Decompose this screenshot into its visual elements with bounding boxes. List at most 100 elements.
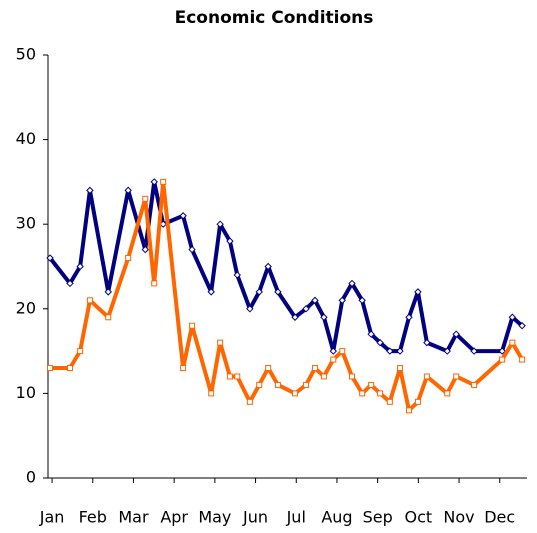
marker xyxy=(349,373,356,380)
x-tick-label: Mar xyxy=(118,508,149,527)
marker xyxy=(160,178,167,185)
marker xyxy=(124,186,132,195)
marker xyxy=(233,271,241,279)
marker xyxy=(367,330,375,338)
marker xyxy=(86,297,93,304)
marker xyxy=(142,195,149,202)
marker xyxy=(255,288,263,296)
marker xyxy=(348,279,356,288)
marker xyxy=(291,313,299,321)
marker xyxy=(339,348,346,355)
marker xyxy=(265,365,272,372)
marker xyxy=(105,314,112,321)
marker xyxy=(509,339,516,346)
marker xyxy=(377,390,384,397)
x-tick-label: Oct xyxy=(405,508,433,527)
marker xyxy=(518,322,526,330)
marker xyxy=(303,381,310,388)
marker xyxy=(376,338,384,347)
x-tick-label: Nov xyxy=(443,508,474,527)
y-tick-label: 40 xyxy=(16,129,36,148)
marker xyxy=(246,398,253,405)
x-tick-label: Sep xyxy=(363,508,393,527)
marker xyxy=(180,365,187,372)
marker xyxy=(311,296,319,305)
marker xyxy=(386,398,393,405)
marker xyxy=(104,288,112,296)
marker xyxy=(423,373,430,380)
marker xyxy=(86,186,94,195)
marker xyxy=(226,237,234,245)
marker xyxy=(246,305,254,313)
line xyxy=(50,179,524,413)
y-tick-label: 20 xyxy=(16,298,36,317)
marker xyxy=(274,381,281,388)
marker xyxy=(444,390,451,397)
marker xyxy=(329,347,337,355)
marker xyxy=(77,348,84,355)
marker xyxy=(386,347,394,355)
marker xyxy=(414,398,421,405)
marker xyxy=(274,288,282,296)
marker xyxy=(47,365,54,372)
x-tick-label: Apr xyxy=(160,508,188,527)
marker xyxy=(76,262,84,271)
marker xyxy=(470,347,478,355)
x-tick-label: May xyxy=(198,508,231,527)
marker xyxy=(151,280,158,287)
marker xyxy=(397,365,404,372)
marker xyxy=(330,356,337,363)
marker xyxy=(208,390,215,397)
marker xyxy=(226,373,233,380)
marker xyxy=(256,381,263,388)
marker xyxy=(320,313,328,321)
y-tick-label: 50 xyxy=(16,45,36,64)
marker xyxy=(499,356,506,363)
marker xyxy=(405,407,412,414)
marker xyxy=(311,365,318,372)
marker xyxy=(216,220,224,228)
marker xyxy=(66,279,74,288)
marker xyxy=(207,288,215,296)
marker xyxy=(471,381,478,388)
marker xyxy=(46,254,54,262)
marker xyxy=(179,212,187,220)
x-tick-label: Jan xyxy=(39,508,65,527)
x-tick-label: Dec xyxy=(484,508,515,527)
marker xyxy=(396,347,404,355)
marker xyxy=(217,339,224,346)
marker xyxy=(359,390,366,397)
marker xyxy=(189,322,196,329)
x-tick-label: Feb xyxy=(79,508,107,527)
marker xyxy=(292,390,299,397)
marker xyxy=(508,313,517,321)
marker xyxy=(405,313,413,321)
marker xyxy=(443,347,451,355)
y-tick-label: 30 xyxy=(16,214,36,233)
x-tick-label: Jul xyxy=(286,508,306,527)
marker xyxy=(414,288,422,296)
chart-title: Economic Conditions xyxy=(175,8,374,28)
marker xyxy=(368,381,375,388)
marker xyxy=(423,338,431,347)
y-tick-label: 10 xyxy=(16,383,36,402)
marker xyxy=(320,373,327,380)
marker xyxy=(358,296,366,305)
x-tick-label: Aug xyxy=(321,508,352,527)
marker xyxy=(234,373,241,380)
marker xyxy=(338,296,346,305)
x-tick-label: Jun xyxy=(242,508,268,527)
marker xyxy=(66,365,73,372)
marker xyxy=(498,347,506,355)
marker xyxy=(519,356,526,363)
y-tick-label: 0 xyxy=(26,468,36,487)
marker xyxy=(150,178,158,186)
marker xyxy=(302,305,310,313)
line xyxy=(48,179,524,354)
marker xyxy=(453,373,460,380)
marker xyxy=(188,245,196,254)
marker xyxy=(452,330,460,338)
marker xyxy=(264,262,272,271)
marker xyxy=(125,255,132,262)
